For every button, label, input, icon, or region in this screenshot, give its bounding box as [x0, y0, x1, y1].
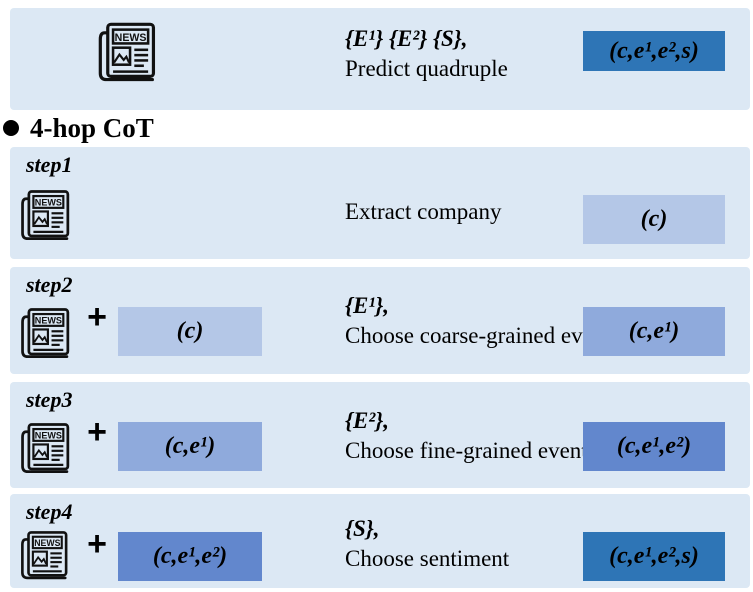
step2-panel: step2 NEWS + (c) {E¹}, Choose coarse-gra…: [10, 267, 750, 374]
step4-instruction-block: {S}, Choose sentiment: [345, 514, 509, 574]
step2-instruction-block: {E¹}, Choose coarse-grained event: [345, 291, 611, 351]
news-icon-label: NEWS: [35, 431, 62, 441]
input-box-ce1e2: (c,e¹,e²): [118, 532, 262, 581]
step1-label: step1: [26, 152, 73, 177]
intro-instruction-block: {E¹} {E²} {S}, Predict quadruple: [345, 24, 508, 84]
plus-icon: +: [87, 298, 107, 336]
news-icon-label: NEWS: [115, 32, 147, 44]
output-box-c: (c): [583, 195, 725, 244]
step1-instruction-block: Extract company: [345, 197, 501, 227]
step4-panel: step4 NEWS + (c,e¹,e²) {S}, Choose senti…: [10, 494, 750, 588]
news-icon-label: NEWS: [34, 538, 60, 548]
bullet-icon: [3, 120, 19, 136]
input-box-c: (c): [118, 307, 262, 356]
output-box-ce1: (c,e¹): [583, 307, 725, 356]
output-box-quadruple: (c,e¹,e²,s): [583, 532, 725, 581]
step3-panel: step3 NEWS + (c,e¹) {E²}, Choose fine-gr…: [10, 382, 750, 488]
step3-label: step3: [26, 387, 73, 412]
step1-panel: step1 NEWS Extract company (c): [10, 147, 750, 259]
section-title: 4-hop CoT: [30, 112, 154, 143]
news-icon: NEWS: [21, 531, 68, 580]
step1-task-line: Extract company: [345, 199, 502, 224]
news-icon: NEWS: [98, 22, 156, 82]
intro-task-line: Predict quadruple: [345, 56, 508, 81]
section-header: 4-hop CoT: [3, 111, 154, 145]
step2-label: step2: [26, 272, 73, 297]
output-box-quadruple: (c,e¹,e²,s): [583, 31, 725, 71]
news-icon-label: NEWS: [35, 198, 62, 208]
step3-sets-line: {E²},: [345, 408, 390, 433]
input-box-ce1: (c,e¹): [118, 422, 262, 471]
step3-instruction-block: {E²}, Choose fine-grained event: [345, 406, 588, 466]
step4-label: step4: [26, 499, 73, 524]
step2-task-line: Choose coarse-grained event: [345, 323, 611, 348]
step4-task-line: Choose sentiment: [345, 546, 510, 571]
news-icon: NEWS: [21, 423, 70, 474]
intro-sets-line: {E¹} {E²} {S},: [345, 26, 468, 51]
predict-quadruple-panel: NEWS {E¹} {E²} {S}, Predict quadruple (c…: [10, 8, 750, 110]
plus-icon: +: [87, 525, 107, 563]
news-icon-label: NEWS: [35, 316, 62, 326]
news-icon: NEWS: [21, 308, 70, 359]
output-box-ce1e2: (c,e¹,e²): [583, 422, 725, 471]
news-icon: NEWS: [21, 190, 70, 241]
step3-task-line: Choose fine-grained event: [345, 438, 588, 463]
plus-icon: +: [87, 413, 107, 451]
step4-sets-line: {S},: [345, 516, 380, 541]
step2-sets-line: {E¹},: [345, 293, 390, 318]
